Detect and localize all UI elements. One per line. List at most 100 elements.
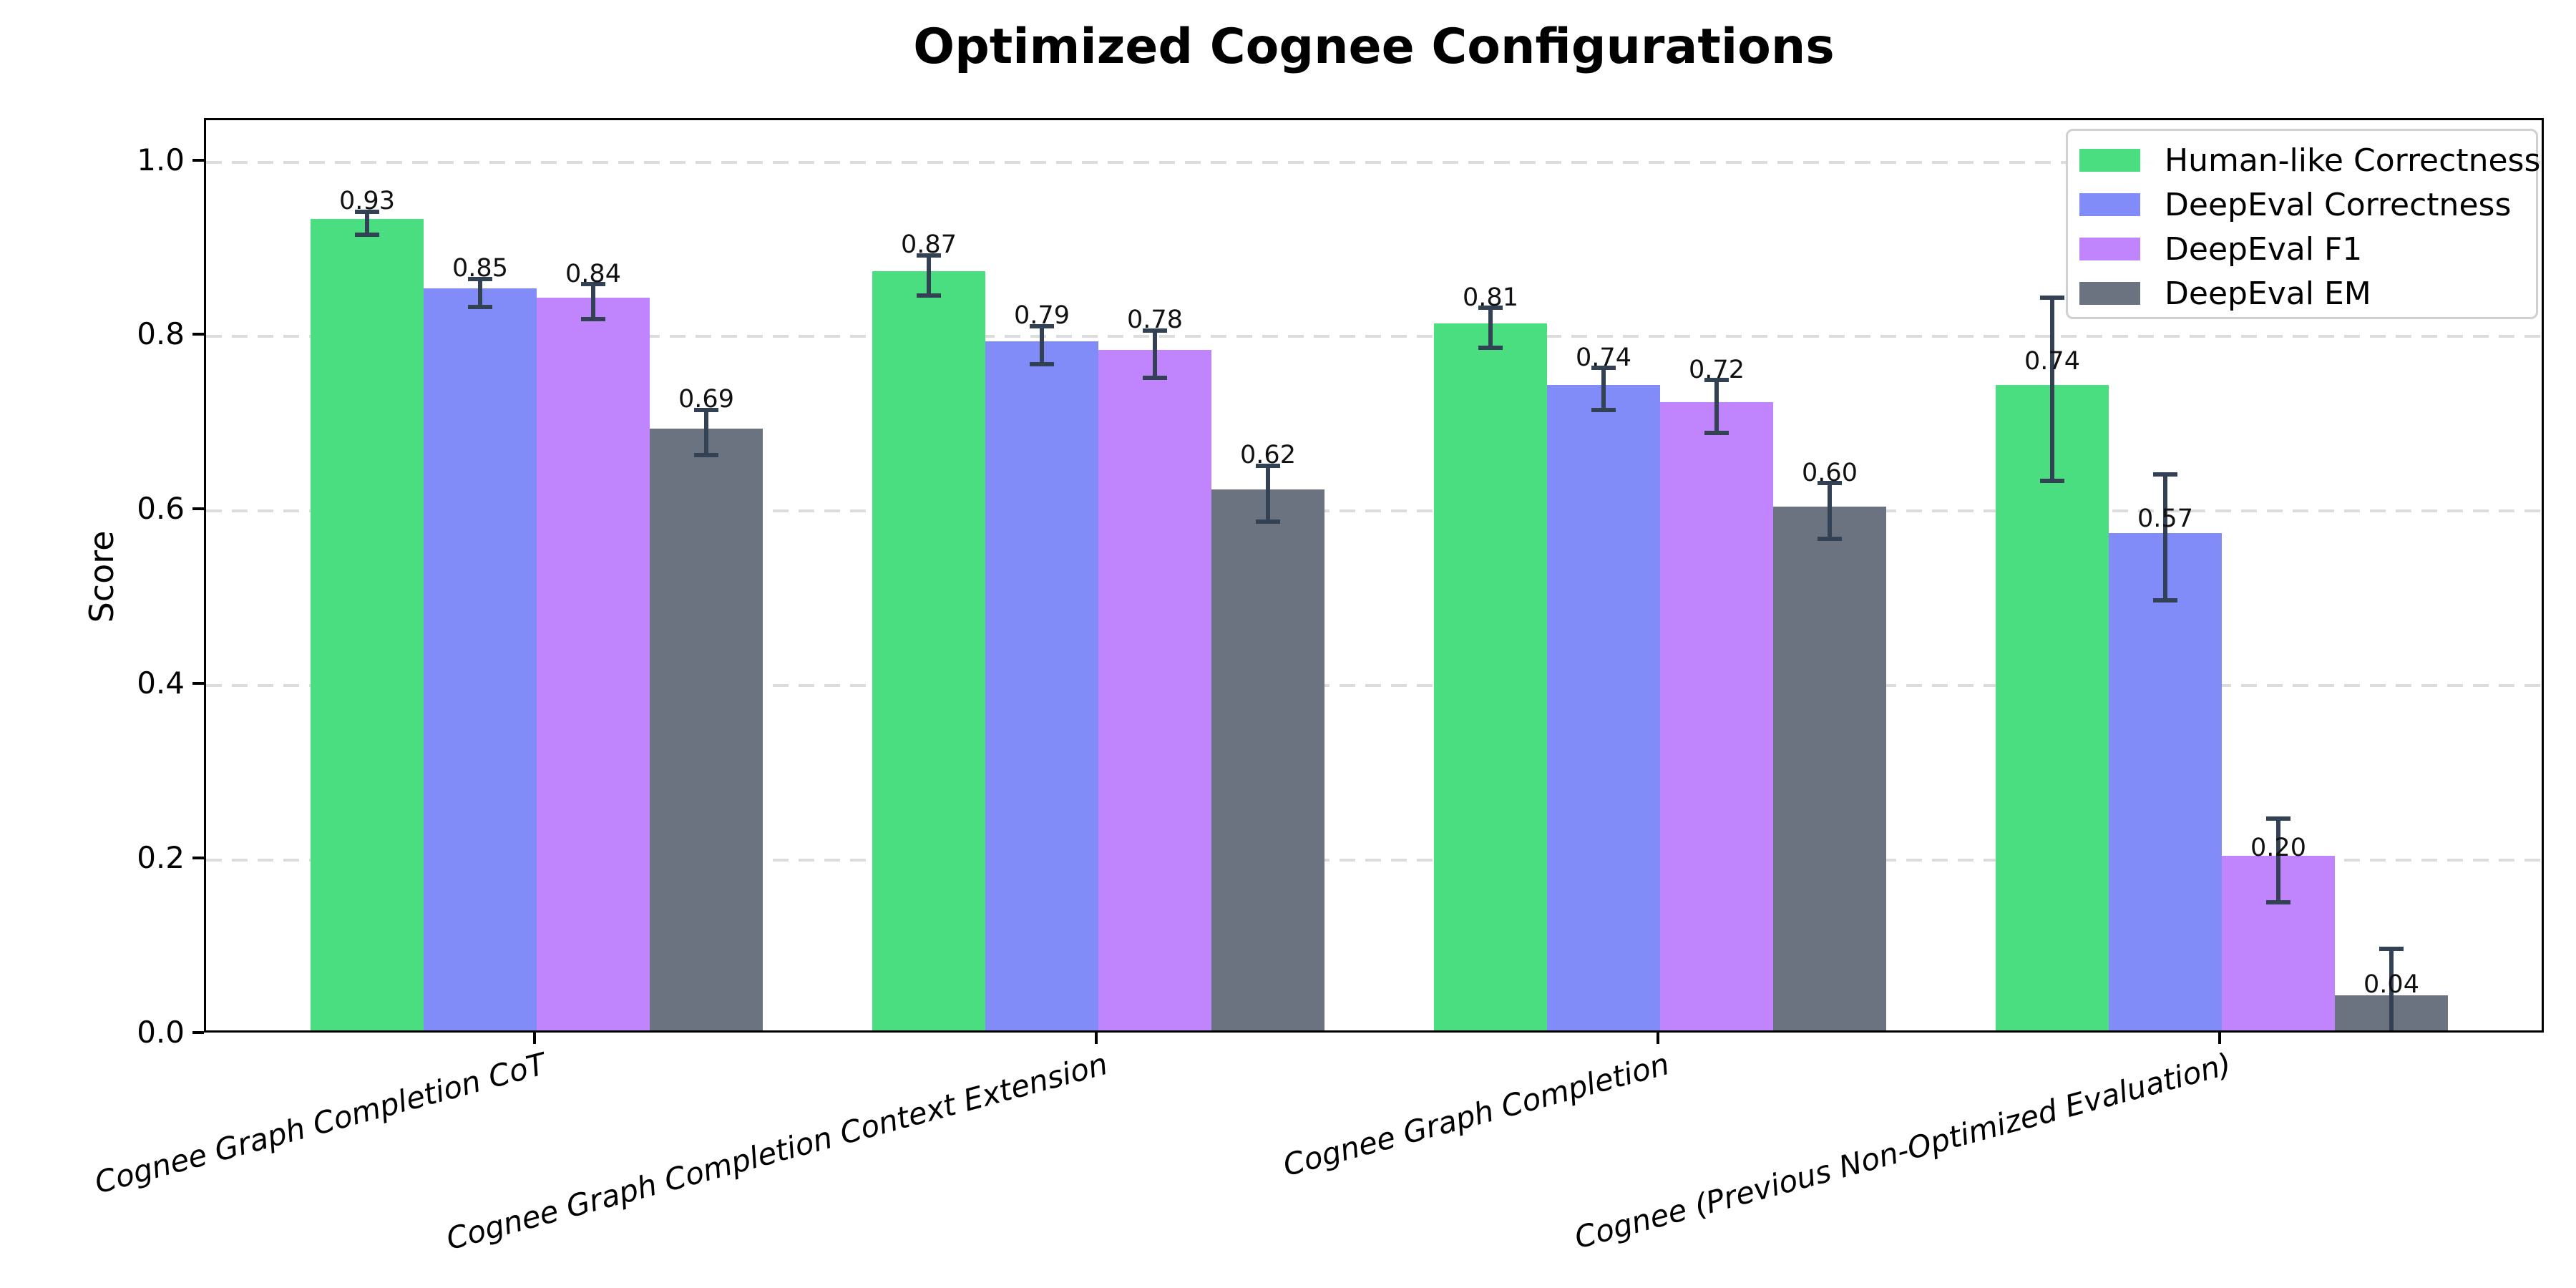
- legend-item: DeepEval EM: [2068, 271, 2536, 316]
- bar-value-label: 0.87: [901, 230, 957, 260]
- bar-value-label: 0.78: [1127, 306, 1183, 335]
- legend-item: DeepEval Correctness: [2068, 182, 2536, 227]
- y-tick: [192, 507, 204, 511]
- y-axis-label: Score: [82, 530, 121, 623]
- gridline-y-0.8: [206, 335, 2542, 338]
- error-bar-cap: [1256, 519, 1280, 524]
- error-bar-cap: [1818, 481, 1842, 486]
- bar-value-label: 0.81: [1463, 283, 1518, 312]
- y-tick: [192, 158, 204, 162]
- legend-swatch: [2079, 149, 2140, 172]
- bar-1-2: [872, 271, 985, 1030]
- bar-value-label: 0.72: [1689, 355, 1745, 384]
- y-tick-label: 0.6: [137, 491, 185, 527]
- error-bar: [2389, 949, 2394, 1030]
- error-bar: [1714, 380, 1719, 433]
- y-tick: [192, 1031, 204, 1034]
- legend-swatch: [2079, 282, 2140, 305]
- bar-1-1: [311, 218, 424, 1030]
- error-bar-cap: [2266, 899, 2290, 904]
- x-tick-label-1: Cognee Graph Completion CoT: [91, 1046, 550, 1201]
- error-bar-cap: [694, 407, 718, 412]
- y-tick-label: 0.0: [137, 1015, 185, 1050]
- error-bar-cap: [355, 210, 379, 214]
- bar-value-label: 0.84: [565, 259, 621, 288]
- error-bar-cap: [1143, 375, 1167, 380]
- error-bar: [1601, 368, 1606, 410]
- bar-2-3: [1547, 384, 1660, 1030]
- bar-1-4: [1996, 384, 2109, 1030]
- y-tick-label: 0.8: [137, 316, 185, 352]
- gridline-y-0.2: [206, 859, 2542, 862]
- legend-swatch: [2079, 238, 2140, 260]
- error-bar: [1266, 465, 1270, 522]
- legend-label: DeepEval EM: [2165, 275, 2371, 312]
- error-bar: [1488, 308, 1493, 348]
- chart-title: Optimized Cognee Configurations: [913, 19, 1835, 75]
- error-bar: [1153, 330, 1157, 378]
- bar-value-label: 0.74: [1576, 343, 1631, 372]
- error-bar-cap: [1704, 378, 1729, 383]
- error-bar: [365, 212, 369, 235]
- error-bar: [927, 255, 931, 296]
- y-tick-label: 1.0: [137, 142, 185, 177]
- bar-3-3: [1660, 401, 1773, 1030]
- bar-4-2: [1211, 489, 1324, 1030]
- error-bar-cap: [355, 232, 379, 237]
- legend-item: Human-like Correctness: [2068, 138, 2540, 182]
- bar-2-1: [424, 288, 537, 1030]
- bar-4-3: [1773, 507, 1886, 1030]
- gridline-y-0.4: [206, 684, 2542, 688]
- y-tick-label: 0.4: [137, 665, 185, 701]
- x-tick: [1657, 1033, 1659, 1044]
- x-tick: [533, 1033, 536, 1044]
- error-bar: [704, 409, 708, 456]
- x-tick: [1095, 1033, 1098, 1044]
- bar-3-1: [537, 297, 650, 1030]
- error-bar-cap: [1478, 346, 1503, 351]
- error-bar-cap: [1591, 407, 1616, 412]
- error-bar: [591, 284, 595, 319]
- bar-value-label: 0.04: [2363, 970, 2419, 999]
- bar-value-label: 0.20: [2250, 833, 2306, 862]
- error-bar: [2276, 818, 2280, 902]
- error-bar-cap: [2379, 947, 2404, 952]
- y-tick: [192, 682, 204, 686]
- error-bar-cap: [468, 304, 492, 309]
- gridline-y-1.0: [206, 160, 2542, 164]
- y-tick: [192, 333, 204, 336]
- bar-value-label: 0.60: [1802, 458, 1858, 487]
- error-bar-cap: [1143, 328, 1167, 333]
- bar-value-label: 0.85: [452, 254, 508, 283]
- bar-1-3: [1434, 323, 1547, 1030]
- error-bar-cap: [2266, 816, 2290, 821]
- legend-label: DeepEval F1: [2165, 230, 2363, 268]
- error-bar-cap: [1030, 323, 1054, 328]
- error-bar: [2050, 297, 2054, 481]
- bar-3-2: [1098, 349, 1211, 1030]
- error-bar: [1828, 483, 1832, 540]
- x-tick-label-3: Cognee Graph Completion: [1279, 1046, 1673, 1184]
- legend-item: DeepEval F1: [2068, 227, 2536, 271]
- bar-2-2: [985, 341, 1098, 1030]
- bar-value-label: 0.74: [2024, 347, 2080, 376]
- legend-label: DeepEval Correctness: [2165, 186, 2512, 223]
- error-bar-cap: [694, 453, 718, 458]
- error-bar-cap: [2153, 472, 2177, 477]
- error-bar: [2163, 474, 2167, 600]
- error-bar-cap: [1591, 366, 1616, 371]
- error-bar-cap: [1030, 362, 1054, 367]
- bar-value-label: 0.62: [1240, 441, 1296, 470]
- error-bar-cap: [1818, 537, 1842, 542]
- error-bar: [1040, 326, 1044, 365]
- legend-label: Human-like Correctness: [2165, 142, 2541, 179]
- error-bar-cap: [468, 276, 492, 281]
- error-bar-cap: [1704, 430, 1729, 435]
- bar-4-1: [650, 428, 763, 1030]
- y-tick-label: 0.2: [137, 840, 185, 876]
- error-bar-cap: [917, 293, 941, 298]
- x-tick: [2218, 1033, 2221, 1044]
- bar-value-label: 0.69: [678, 385, 734, 414]
- bar-value-label: 0.93: [339, 187, 395, 216]
